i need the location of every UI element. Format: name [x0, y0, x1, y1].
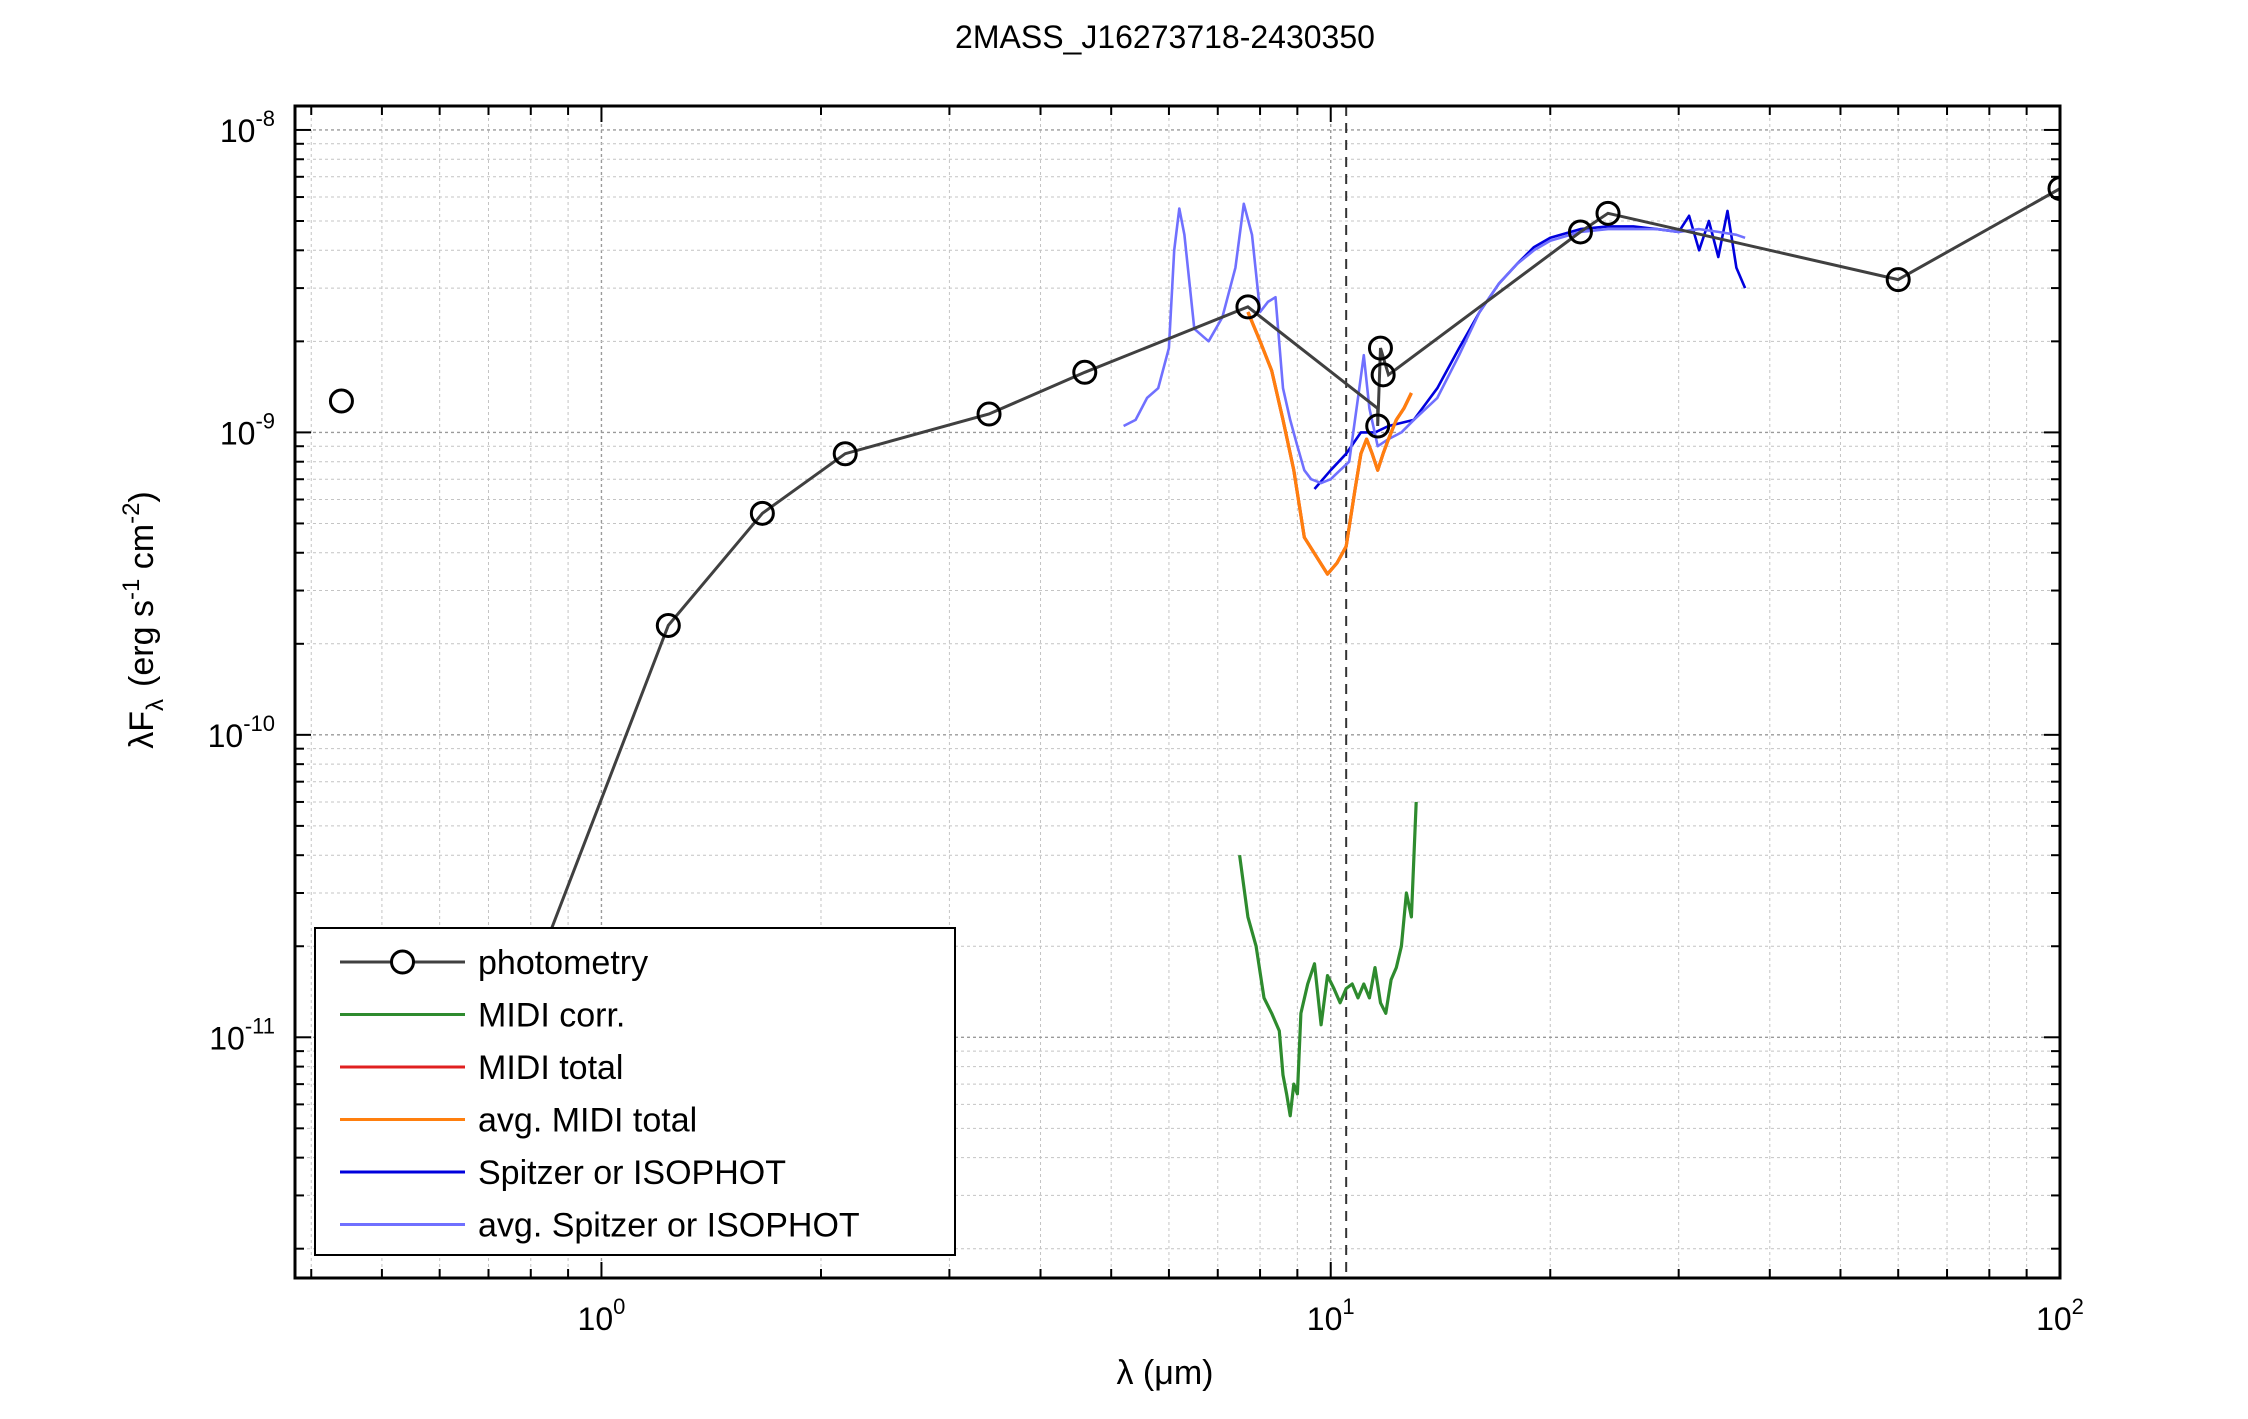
data-point-photometry — [1235, 294, 1261, 320]
legend-entries: photometry MIDI corr. MIDI total avg. MIDI … — [340, 944, 860, 1245]
series-line-midi-corr — [1238, 801, 1418, 1118]
y-label-lambda-f: λF — [123, 711, 161, 749]
y-label-units-open: (erg s — [123, 600, 161, 687]
y-label-exp1: -1 — [118, 579, 145, 600]
ticks: 100 101 102 10-11 10-10 10-9 10-8 — [208, 106, 2084, 1337]
legend: photometry MIDI corr. MIDI total avg. MIDI … — [314, 927, 956, 1256]
legend-label-photometry: photometry — [478, 944, 648, 982]
data-point-photometry — [749, 500, 775, 526]
data-point-photometry — [1885, 267, 1911, 293]
y-label-exp2: -2 — [118, 503, 145, 524]
data-point-photometry — [1595, 200, 1621, 226]
data-point-photometry — [1072, 359, 1098, 385]
data-point-photometry — [1567, 219, 1593, 245]
x-tick-label: 102 — [2036, 1294, 2084, 1337]
y-axis-label: λFλ (erg s-1 cm-2) — [118, 491, 169, 749]
data-point-photometry — [976, 401, 1002, 427]
legend-label-avg-spitzer-or-isophot: avg. Spitzer or ISOPHOT — [478, 1207, 860, 1245]
y-tick-label: 10-8 — [220, 106, 275, 149]
data-point-photometry — [1370, 362, 1396, 388]
series-line-spitzer-or-isophot — [1313, 209, 1747, 490]
y-tick-label: 10-10 — [208, 711, 275, 754]
legend-box — [314, 927, 956, 1256]
y-tick-label: 10-11 — [209, 1013, 275, 1056]
legend-label-midi-total: MIDI total — [478, 1049, 623, 1087]
y-label-units-mid: cm — [123, 524, 161, 579]
chart-title: 2MASS_J16273718-2430350 — [955, 19, 1375, 55]
data-point-photometry — [832, 441, 858, 467]
axes-frame — [293, 104, 2062, 1280]
y-label-units-close: ) — [123, 491, 161, 502]
legend-marker-photometry — [390, 949, 415, 975]
x-axis-label: λ (μm) — [1116, 1354, 1213, 1392]
data-point-photometry — [328, 388, 354, 414]
series-line-avg-spitzer-or-isophot — [1123, 202, 1746, 485]
y-label-subscript: λ — [142, 699, 169, 711]
x-tick-label: 101 — [1307, 1294, 1355, 1337]
legend-label-midi-corr: MIDI corr. — [478, 997, 625, 1035]
legend-label-avg-midi-total: avg. MIDI total — [478, 1102, 697, 1140]
data-point-photometry — [1365, 413, 1391, 439]
data-point-photometry — [2047, 176, 2060, 202]
y-tick-label: 10-9 — [220, 408, 275, 451]
series-layer — [328, 176, 2060, 1118]
series-line-photometry — [513, 187, 2060, 1026]
series-line-avg-midi-total — [1246, 311, 1413, 576]
legend-label-spitzer-or-isophot: Spitzer or ISOPHOT — [478, 1154, 786, 1192]
data-point-photometry — [1367, 335, 1393, 361]
data-point-photometry — [655, 612, 681, 638]
x-tick-label: 100 — [578, 1294, 626, 1337]
